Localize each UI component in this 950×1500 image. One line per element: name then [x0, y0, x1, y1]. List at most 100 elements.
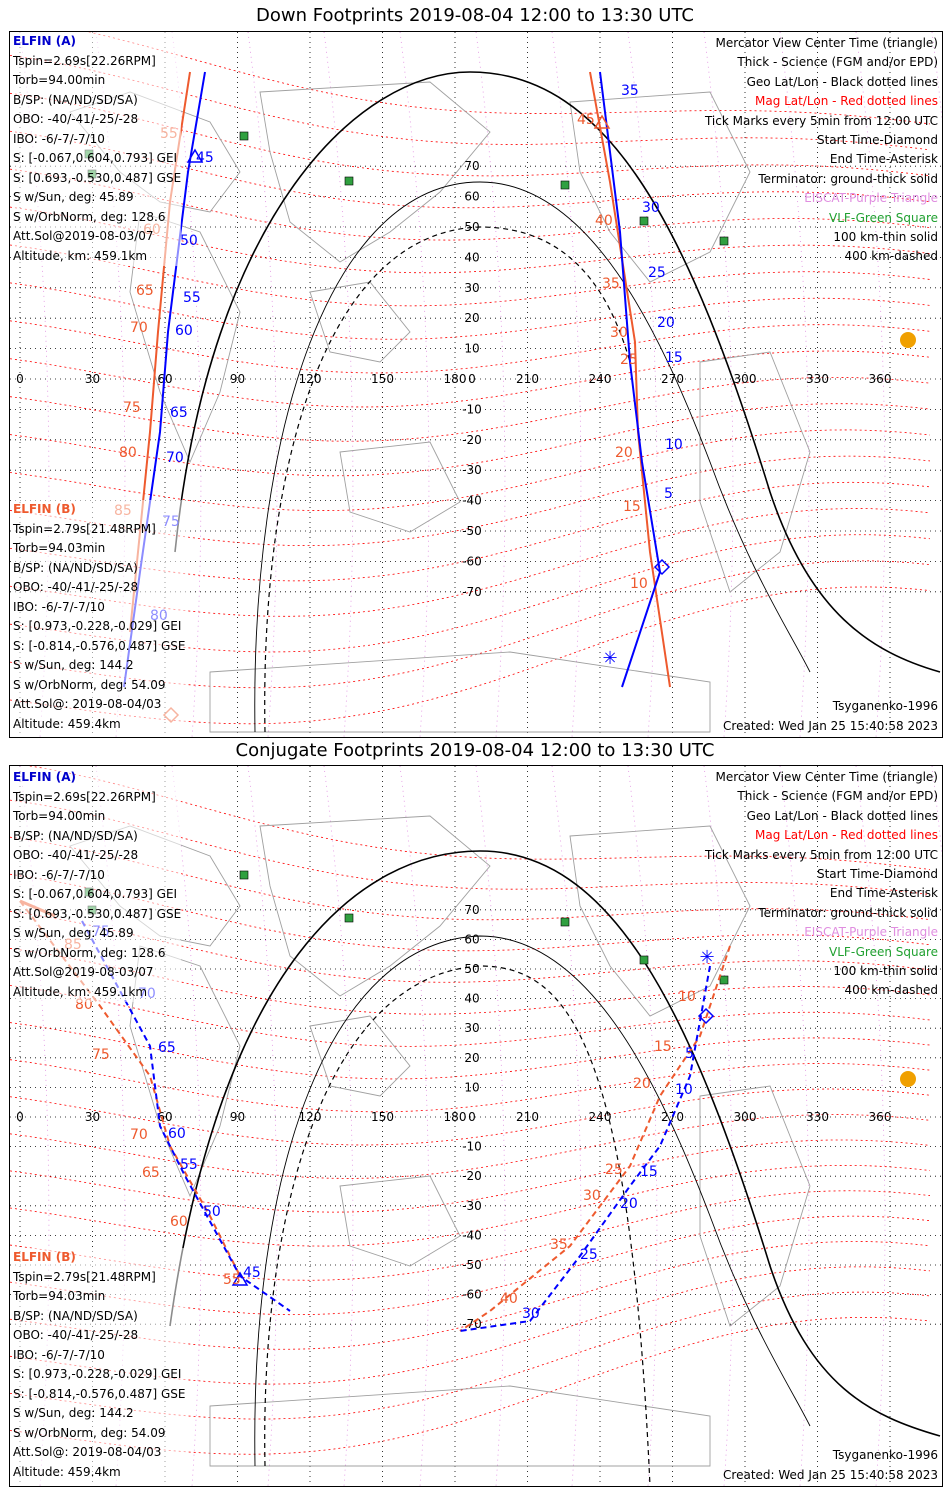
created-label: Created: Wed Jan 25 15:40:58 2023	[723, 719, 938, 733]
longitude-tick-label: 330	[806, 1110, 829, 1124]
longitude-tick-label: 150	[371, 372, 394, 386]
longitude-tick-label: 60	[157, 1110, 172, 1124]
model-label: Tsyganenko-1996	[832, 1448, 938, 1462]
elfin-a-line: S: [-0.067,0.604,0.793] GEI	[13, 887, 178, 901]
longitude-tick-label: 240	[589, 1110, 612, 1124]
mag-longitude-line	[323, 32, 354, 737]
track-time-label: 20	[620, 1196, 638, 1212]
track-time-label: 30	[583, 1188, 601, 1204]
track-time-label: 65	[136, 283, 154, 299]
legend-item: VLF-Green Square	[829, 210, 938, 225]
elfin-b-line: Torb=94.03min	[13, 541, 106, 555]
track-time-label: 25	[648, 265, 666, 281]
continent-outline	[259, 81, 491, 263]
track-time-label: 40	[595, 213, 613, 229]
track-time-label: 70	[130, 1127, 148, 1143]
legend-item: Thick - Science (FGM and/or EPD)	[737, 789, 938, 804]
mag-longitude-line	[551, 32, 582, 737]
latitude-tick-label: 10	[464, 342, 479, 356]
track-time-label: 45	[577, 112, 595, 128]
mag-longitude-line	[247, 766, 278, 1486]
legend-item: Terminator: ground-thick solid	[758, 171, 938, 186]
track-time-label: 45	[196, 150, 214, 166]
terminator-100km	[254, 935, 811, 1467]
vlf-station-square	[560, 180, 570, 190]
elfin-b-line: Altitude: 459.4km	[13, 1464, 121, 1479]
mag-latitude-line	[10, 403, 931, 477]
latitude-tick-label: 30	[464, 281, 479, 295]
legend-item: Mercator View Center Time (triangle)	[715, 770, 938, 784]
mag-longitude-line	[551, 766, 582, 1486]
track-time-label: 20	[657, 315, 675, 331]
longitude-tick-label: 120	[299, 1110, 322, 1124]
continent-outline	[699, 351, 811, 593]
track-time-label: 60	[175, 323, 193, 339]
legend-item: Mag Lat/Lon - Red dotted lines	[754, 828, 938, 843]
track-time-label: 55	[223, 1272, 241, 1288]
latitude-tick-label: -20	[462, 1169, 482, 1183]
elfin-a-line: B/SP: (NA/ND/SD/SA)	[13, 92, 138, 107]
continent-outline	[339, 441, 461, 533]
mag-latitude-line	[10, 1316, 931, 1455]
track-time-label: 55	[180, 1157, 198, 1173]
end-time-asterisk-icon: ✳	[699, 947, 714, 968]
vlf-station-square	[239, 131, 249, 141]
elfin-a-line: S: [-0.067,0.604,0.793] GEI	[13, 151, 178, 165]
longitude-tick-label: 0	[16, 1110, 24, 1124]
vlf-station-square	[344, 176, 354, 186]
track-time-label: 40	[500, 1291, 518, 1307]
legend-item: Thick - Science (FGM and/or EPD)	[737, 55, 938, 70]
mag-latitude-line	[10, 282, 931, 340]
elfin-b-line: S: [-0.814,-0.576,0.487] GSE	[13, 638, 186, 653]
legend-item: Geo Lat/Lon - Black dotted lines	[746, 808, 938, 823]
latitude-tick-label: 60	[464, 190, 479, 204]
mag-latitude-line	[10, 586, 931, 725]
elfin-a-header: ELFIN (A)	[13, 770, 76, 784]
mag-latitude-line	[10, 508, 931, 617]
elfin-a-line: S w/OrbNorm, deg: 128.6	[13, 209, 166, 224]
mag-longitude-line	[703, 32, 734, 737]
longitude-tick-label: 90	[230, 372, 245, 386]
latitude-tick-label: -60	[462, 1288, 482, 1302]
elfin-a-line: S w/OrbNorm, deg: 128.6	[13, 945, 166, 960]
track-time-label: 25	[620, 352, 638, 368]
legend-item: End Time-Asterisk	[829, 152, 938, 167]
track-time-label: 30	[642, 200, 660, 216]
elfin-b-line: B/SP: (NA/ND/SD/SA)	[13, 560, 138, 575]
track-time-label: 30	[610, 325, 628, 341]
latitude-tick-label: 0	[468, 1110, 476, 1124]
mag-latitude-line	[10, 1164, 931, 1247]
latitude-tick-label: 60	[464, 932, 479, 946]
track-time-label: 65	[170, 405, 188, 421]
elfin-a-track	[599, 71, 662, 688]
continent-outline	[569, 91, 751, 283]
latitude-tick-label: -20	[462, 433, 482, 447]
elfin-a-line: Att.Sol@2019-08-03/07	[13, 229, 154, 243]
track-time-label: 45	[243, 1265, 261, 1281]
track-time-label: 70	[166, 450, 184, 466]
latitude-tick-label: 30	[464, 1021, 479, 1035]
longitude-tick-label: 360	[869, 372, 892, 386]
longitude-tick-label: 150	[371, 1110, 394, 1124]
latitude-tick-label: 40	[464, 250, 479, 264]
elfin-b-line: Tspin=2.79s[21.48RPM]	[13, 521, 156, 536]
track-time-label: 30	[522, 1306, 540, 1322]
mag-latitude-line	[10, 1114, 931, 1179]
longitude-tick-label: 270	[661, 372, 684, 386]
mag-longitude-line	[855, 32, 886, 737]
track-time-label: 35	[602, 276, 620, 292]
latitude-tick-label: 70	[464, 903, 479, 917]
elfin-a-line: Tspin=2.69s[22.26RPM]	[13, 53, 156, 68]
mag-latitude-line	[10, 1022, 931, 1080]
track-time-label: 55	[183, 290, 201, 306]
elfin-a-line: S w/Sun, deg: 45.89	[13, 190, 134, 204]
elfin-b-line: S w/Sun, deg: 144.2	[13, 1406, 134, 1420]
vlf-station-square	[344, 913, 354, 923]
vlf-station-square	[239, 870, 249, 880]
track-time-label: 75	[92, 1047, 110, 1063]
track-time-label: 35	[621, 83, 639, 99]
track-time-label: 15	[640, 1164, 658, 1180]
elfin-a-line: S: [0.693,-0.530,0.487] GSE	[13, 170, 182, 185]
mag-latitude-line	[10, 1241, 931, 1350]
elfin-b-track	[589, 71, 671, 688]
